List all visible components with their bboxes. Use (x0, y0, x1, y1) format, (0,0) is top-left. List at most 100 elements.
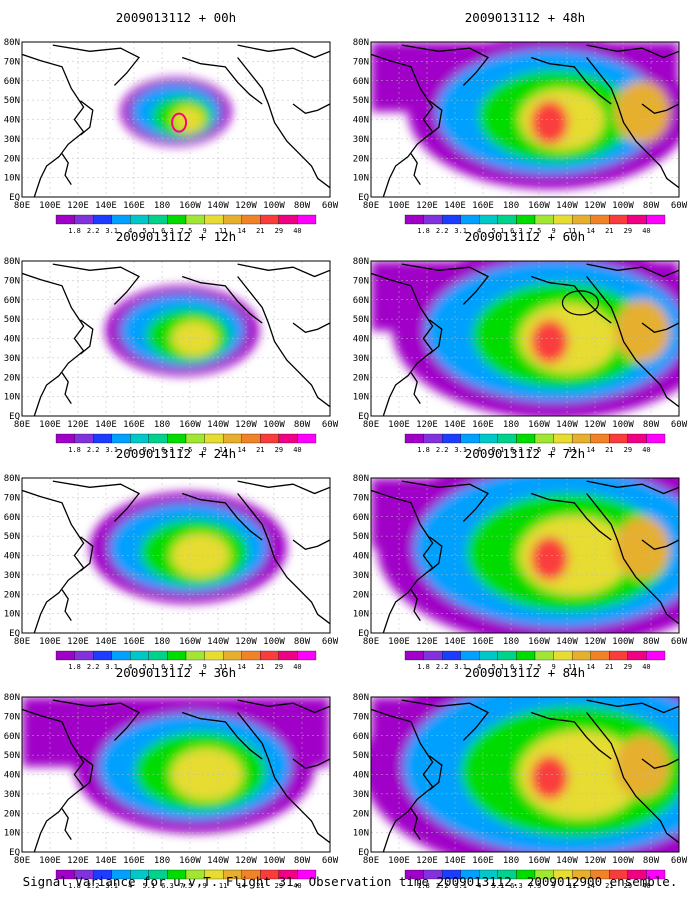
panel-title: 2009013112 + 72h (465, 446, 585, 461)
lon-tick-label: 60W (671, 637, 688, 647)
colorbar-tick-label: 40 (642, 882, 650, 890)
lat-tick-label: 70N (4, 712, 20, 722)
lon-tick-label: 160E (472, 637, 494, 647)
map-frame (21, 477, 331, 634)
colorbar-tick-label: 21 (605, 446, 613, 454)
colorbar-tick-label: 2.2 (436, 227, 449, 235)
colorbar-tick-label: 7.5 (529, 227, 542, 235)
lon-tick-label: 140E (95, 420, 117, 430)
graticule (371, 478, 679, 633)
colorbar-tick-label: 6.3 (161, 227, 174, 235)
lon-tick-label: 100W (263, 856, 285, 866)
lon-tick-label: 100E (388, 637, 410, 647)
lon-tick-label: 100W (263, 420, 285, 430)
lat-tick-label: 30N (353, 354, 369, 364)
coastline (22, 480, 330, 633)
lon-tick-label: 100E (388, 201, 410, 211)
colorbar-tick-label: 21 (256, 882, 264, 890)
colorbar-tick-label: 6.3 (510, 663, 523, 671)
lon-tick-label: 180 (503, 420, 519, 430)
colorbar-tick-label: 11 (219, 227, 227, 235)
colorbar-tick-label: 1.8 (417, 227, 430, 235)
lon-tick-label: 120W (235, 856, 257, 866)
colorbar-tick-label: 2.2 (87, 227, 100, 235)
lon-tick-label: 60W (322, 201, 339, 211)
lat-tick-label: 60N (353, 296, 369, 306)
colorbar-tick-label: 4 (128, 446, 132, 454)
colorbar-tick-label: 29 (275, 446, 283, 454)
lat-tick-label: 20N (353, 373, 369, 383)
lon-tick-label: 160W (179, 201, 201, 211)
lat-tick-label: 60N (353, 732, 369, 742)
lon-tick-label: 180 (154, 637, 170, 647)
lon-tick-label: 140W (556, 420, 578, 430)
lat-tick-label: 40N (353, 335, 369, 345)
map-panel: 2009013112 + 12h 80N 70N 60N 50N 40N 30N 20N 10N… (4, 229, 339, 454)
lat-tick-label: 80N (4, 257, 20, 267)
graticule (371, 42, 679, 197)
map-frame (21, 696, 331, 853)
colorbar-tick-label: 3.1 (105, 446, 118, 454)
colorbar-tick-label: 14 (586, 227, 594, 235)
colorbar-tick-label: 6.3 (510, 227, 523, 235)
colorbar-tick-label: 29 (275, 227, 283, 235)
lon-tick-label: 100E (39, 637, 61, 647)
lat-tick-label: 20N (353, 590, 369, 600)
colorbar-tick-label: 6.3 (161, 663, 174, 671)
lat-tick-label: 40N (4, 552, 20, 562)
lon-tick-label: 80W (643, 201, 660, 211)
lon-tick-label: 120W (235, 637, 257, 647)
colorbar-tick-label: 11 (219, 663, 227, 671)
lat-tick-label: 70N (353, 712, 369, 722)
lon-tick-label: 120E (416, 201, 438, 211)
lon-tick-label: 180 (154, 420, 170, 430)
lat-tick-label: 10N (4, 829, 20, 839)
lat-tick-label: 80N (353, 474, 369, 484)
lon-tick-label: 100E (388, 420, 410, 430)
lat-tick-label: 50N (353, 751, 369, 761)
colorbar: 1.8 2.2 3.1 4 5.1 6.3 7.5 9 11 14 21 29 40 (404, 650, 666, 671)
colorbar-tick-label: 1.8 (417, 446, 430, 454)
lon-tick-label: 60W (322, 637, 339, 647)
lat-tick-label: 80N (4, 474, 20, 484)
colorbar-tick-label: 2.2 (436, 446, 449, 454)
colorbar-tick-label: 14 (237, 663, 245, 671)
lat-tick-label: EQ (358, 412, 369, 422)
colorbar-tick-label: 11 (219, 446, 227, 454)
lon-tick-label: 120E (67, 856, 89, 866)
lon-tick-label: 120W (235, 201, 257, 211)
lat-tick-label: 80N (4, 693, 20, 703)
colorbar-tick-label: 1.8 (417, 663, 430, 671)
colorbar-tick-label: 7.5 (180, 227, 193, 235)
colorbar-tick-label: 3.1 (454, 227, 467, 235)
variance-field (22, 697, 330, 834)
colorbar-tick-label: 3.1 (454, 663, 467, 671)
colorbar-tick-label: 2.2 (87, 882, 100, 890)
target-marker-icon (171, 112, 188, 133)
lon-tick-label: 160E (123, 420, 145, 430)
map-panel: 2009013112 + 00h 80N 70N 60N 50N 40N 30N 20N 10N… (4, 10, 339, 235)
colorbar-tick-label: 9 (551, 882, 555, 890)
colorbar: 1.8 2.2 3.1 4 5.1 6.3 7.5 9 11 14 21 29 40 (55, 869, 317, 890)
lon-tick-label: 80W (643, 856, 660, 866)
lat-tick-label: 10N (353, 610, 369, 620)
lat-tick-label: 80N (4, 38, 20, 48)
colorbar-tick-label: 5.1 (492, 446, 505, 454)
lat-tick-label: EQ (9, 193, 20, 203)
lon-tick-label: 160W (179, 856, 201, 866)
colorbar-tick-label: 1.8 (68, 882, 81, 890)
panel-title: 2009013112 + 12h (116, 229, 236, 244)
colorbar-tick-label: 5.1 (492, 882, 505, 890)
graticule (371, 697, 679, 852)
colorbar-tick-label: 11 (219, 882, 227, 890)
lon-tick-label: 160E (472, 201, 494, 211)
map-panel: 2009013112 + 48h 80N 70N 60N 50N 40N 30N 20N 10N… (353, 10, 688, 235)
colorbar-tick-label: 5.1 (143, 663, 156, 671)
colorbar-tick-label: 6.3 (510, 882, 523, 890)
colorbar-tick-label: 9 (202, 882, 206, 890)
colorbar-tick-label: 7.5 (180, 663, 193, 671)
colorbar-tick-label: 4 (477, 227, 481, 235)
colorbar-tick-label: 40 (642, 663, 650, 671)
colorbar-tick-label: 40 (293, 882, 301, 890)
